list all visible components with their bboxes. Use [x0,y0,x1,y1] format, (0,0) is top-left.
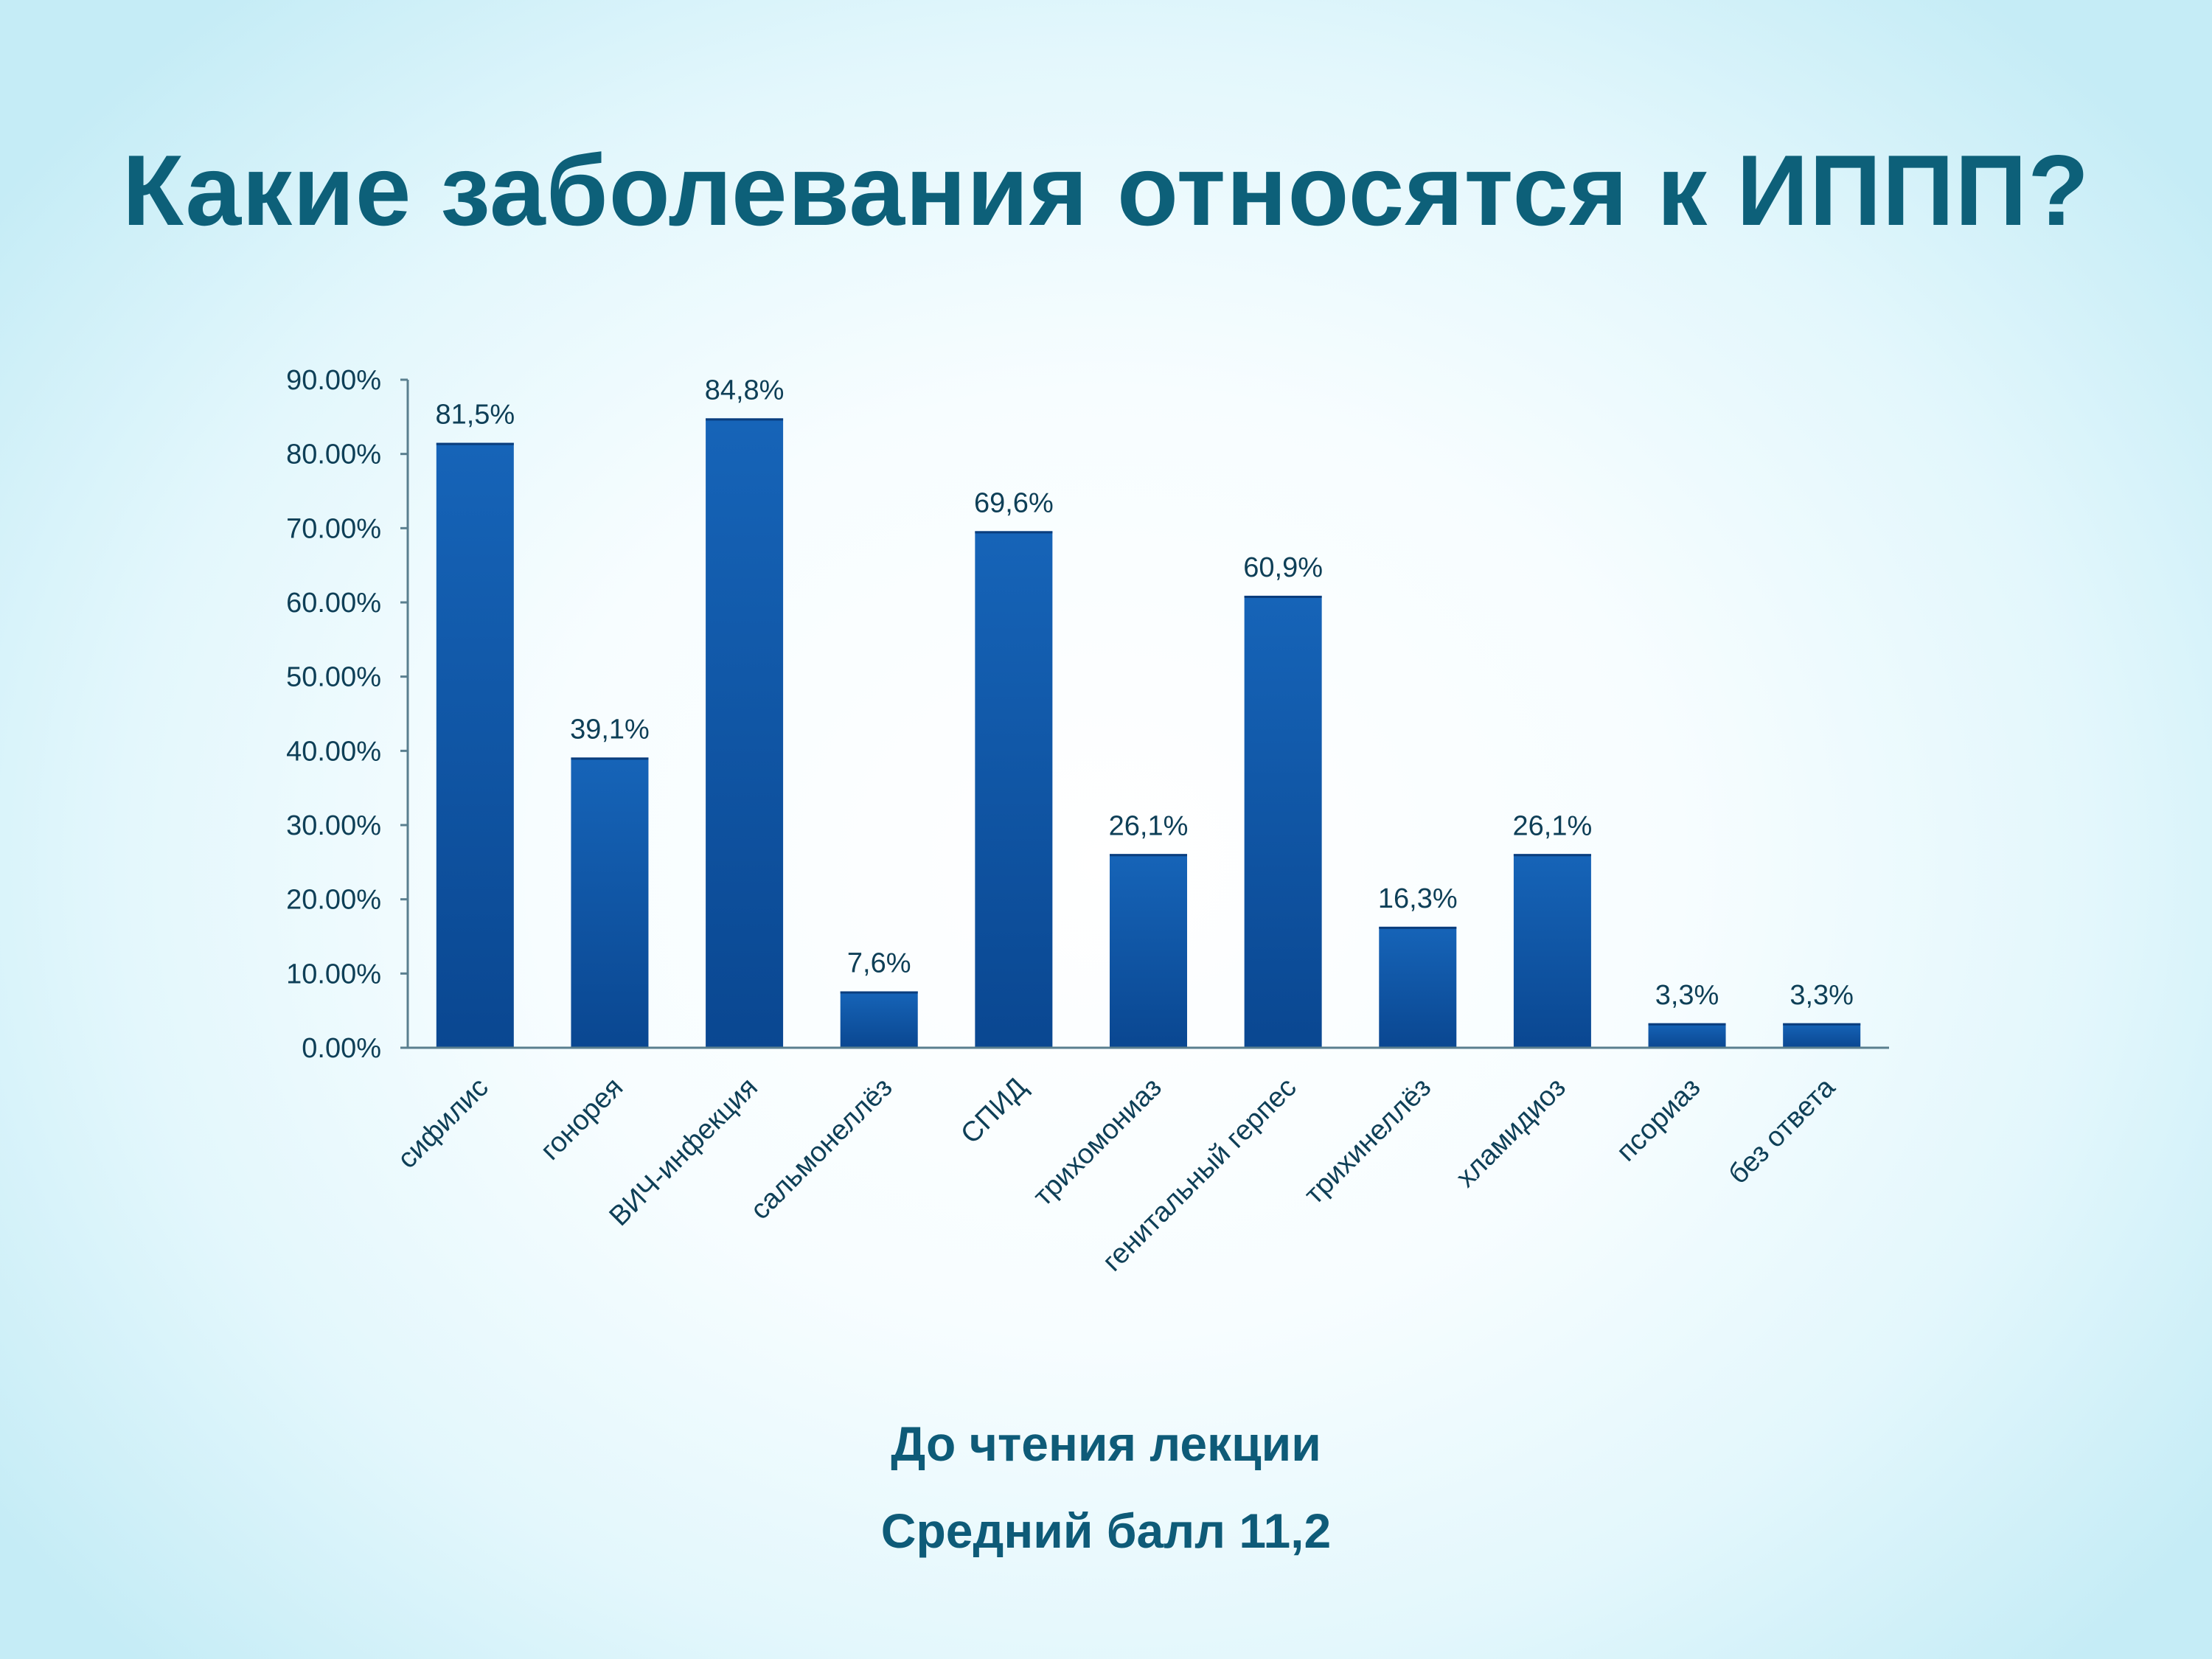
data-label: 39,1% [570,714,650,745]
y-tick-label: 20.00% [286,885,381,916]
category-label: сальмонеллёз [745,1072,899,1226]
data-label: 26,1% [1513,810,1593,841]
category-label: без ответа [1722,1071,1841,1190]
bar [1379,926,1457,1048]
category-label: сифилис [392,1072,494,1175]
data-label: 60,9% [1243,552,1323,583]
y-tick-label: 90.00% [286,365,381,396]
category-label: трихинеллёз [1298,1072,1437,1211]
data-label: 16,3% [1378,883,1458,914]
data-label: 26,1% [1109,810,1189,841]
category-label: псориаз [1611,1072,1707,1168]
category-label: гонорея [535,1072,629,1166]
data-label: 3,3% [1655,980,1719,1011]
bar [1783,1023,1861,1048]
data-label: 3,3% [1790,980,1854,1011]
bar [706,418,784,1048]
bar [840,991,918,1048]
y-tick-label: 80.00% [286,439,381,470]
y-tick-label: 0.00% [302,1033,381,1064]
bar [975,531,1053,1048]
category-label: хламидиоз [1450,1072,1572,1194]
slide-title: Какие заболевания относятся к ИППП? [122,134,2090,246]
bar [1244,595,1322,1048]
data-label: 7,6% [847,947,911,978]
y-tick-label: 10.00% [286,959,381,990]
bars-group [436,418,1861,1048]
y-axis: 0.00% 10.00% 20.00% 30.00% 40.00% 50.00% 60.00… [286,365,409,1064]
caption-average-score: Средний балл 11,2 [880,1503,1332,1558]
data-labels-group: 81,5% 39,1% 84,8% 7,6% 69,6% 26,1% 60,9% 16,3% 2… [435,375,1854,1010]
bar [571,757,649,1048]
data-label: 69,6% [974,487,1054,518]
bar [1513,854,1591,1048]
y-tick-label: 30.00% [286,810,381,841]
data-label: 84,8% [705,375,785,406]
bar [436,442,514,1048]
category-label: СПИД [955,1071,1033,1150]
caption-before-lecture: До чтения лекции [891,1416,1321,1471]
bar [1648,1023,1726,1048]
y-tick-label: 60.00% [286,588,381,619]
category-label: трихомониаз [1028,1072,1168,1212]
bar [1110,854,1187,1048]
y-tick-label: 50.00% [286,662,381,693]
category-label: ВИЧ-инфекция [604,1072,764,1232]
y-tick-label: 40.00% [286,736,381,767]
y-tick-label: 70.00% [286,513,381,544]
data-label: 81,5% [435,400,515,431]
